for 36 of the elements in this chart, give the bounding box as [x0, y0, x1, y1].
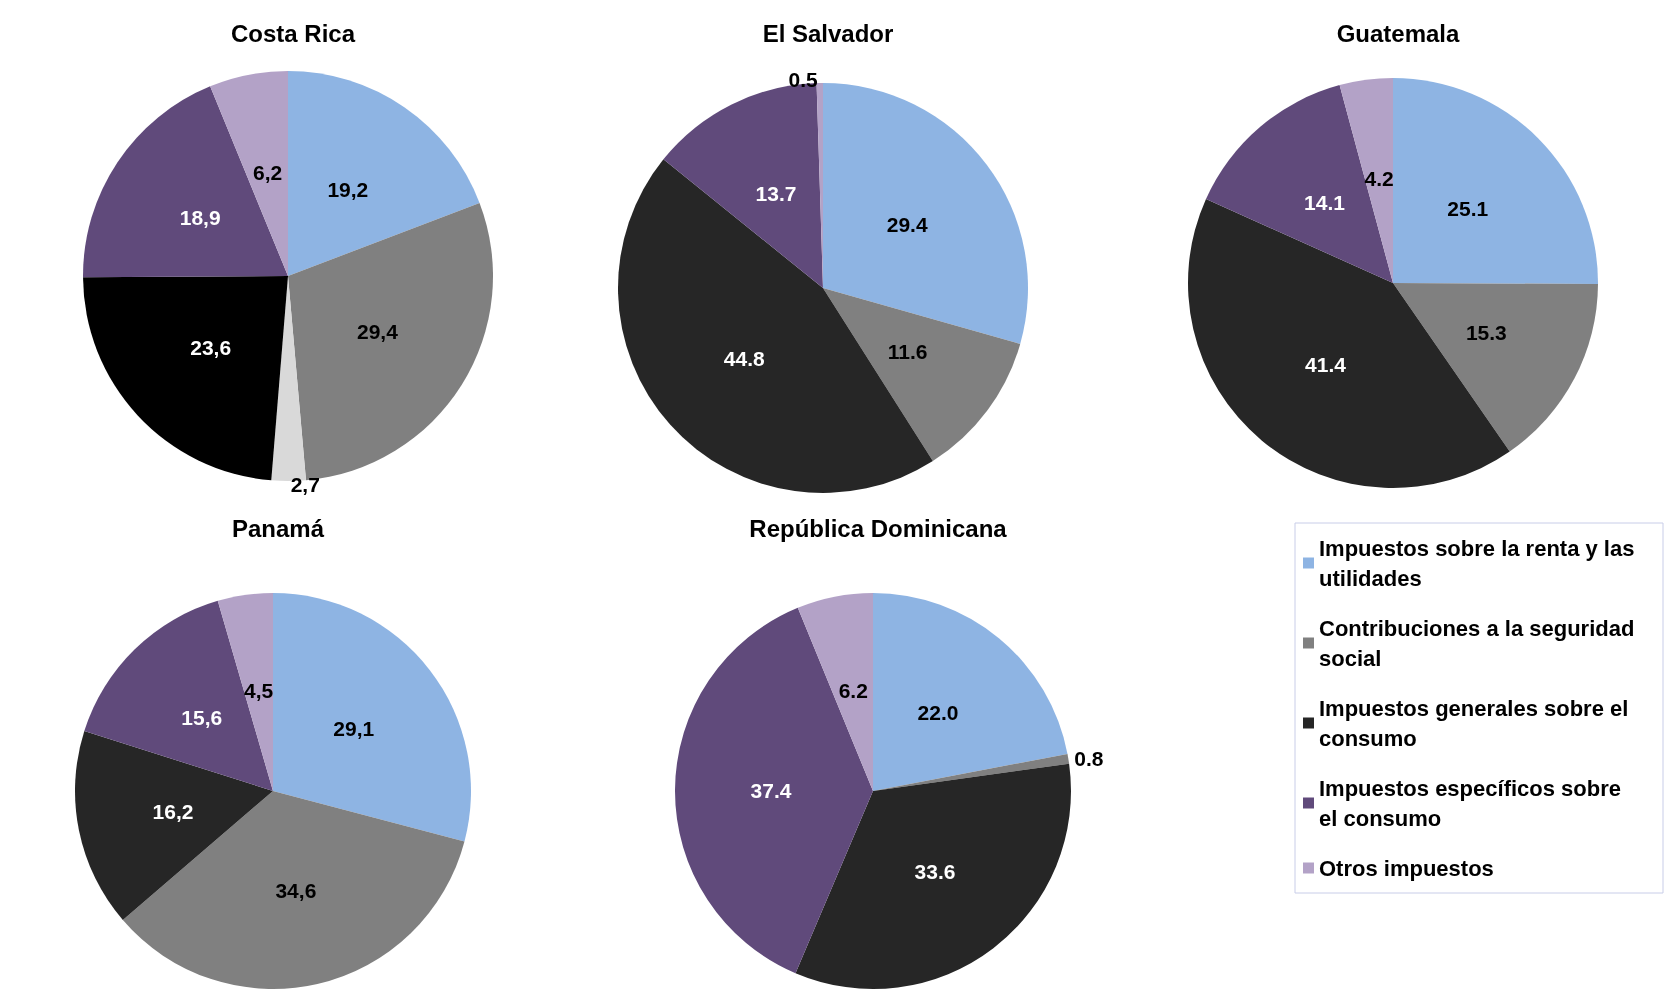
data-label: 18,9 — [179, 206, 221, 230]
data-label: 13.7 — [755, 182, 797, 206]
chart-title: Guatemala — [1336, 19, 1461, 47]
data-label: 23,6 — [190, 336, 232, 360]
legend-label: Impuestos sobre la renta y las utilidades — [1319, 535, 1641, 591]
data-label: 16,2 — [152, 799, 194, 823]
data-label: 22.0 — [917, 700, 959, 724]
data-label: 29.4 — [886, 212, 928, 236]
data-label: 4.2 — [1364, 166, 1394, 190]
data-label: 0.8 — [1074, 746, 1104, 770]
data-label: 34,6 — [275, 878, 317, 902]
data-label: 25.1 — [1447, 197, 1489, 221]
data-label: 37.4 — [750, 778, 792, 802]
data-label: 11.6 — [887, 339, 928, 363]
data-label: 4,5 — [244, 678, 274, 702]
data-label: 6,2 — [252, 160, 283, 184]
data-label: 15,6 — [181, 706, 223, 730]
legend-label: Impuestos específicos sobre el consumo — [1319, 775, 1628, 831]
data-label: 6.2 — [838, 679, 868, 703]
data-label: 29,4 — [356, 320, 399, 344]
chart-title: Costa Rica — [230, 19, 356, 47]
legend-label: Impuestos generales sobre el consumo — [1319, 695, 1635, 751]
data-label: 2,7 — [290, 473, 320, 497]
chart-title: El Salvador — [762, 19, 894, 47]
legend-label: Otros impuestos — [1319, 855, 1494, 881]
data-label: 29,1 — [333, 717, 375, 741]
data-label: 33.6 — [914, 860, 956, 884]
chart-title: Panamá — [231, 514, 325, 542]
data-label: 0.5 — [788, 67, 819, 91]
data-label: 44.8 — [723, 346, 766, 370]
chart-title: República Dominicana — [749, 514, 1008, 542]
data-label: 14.1 — [1304, 191, 1346, 215]
data-label: 19,2 — [327, 177, 369, 201]
data-label: 15.3 — [1465, 320, 1507, 344]
legend-label: Contribuciones a la seguridad social — [1319, 615, 1641, 671]
data-label: 41.4 — [1305, 352, 1347, 376]
